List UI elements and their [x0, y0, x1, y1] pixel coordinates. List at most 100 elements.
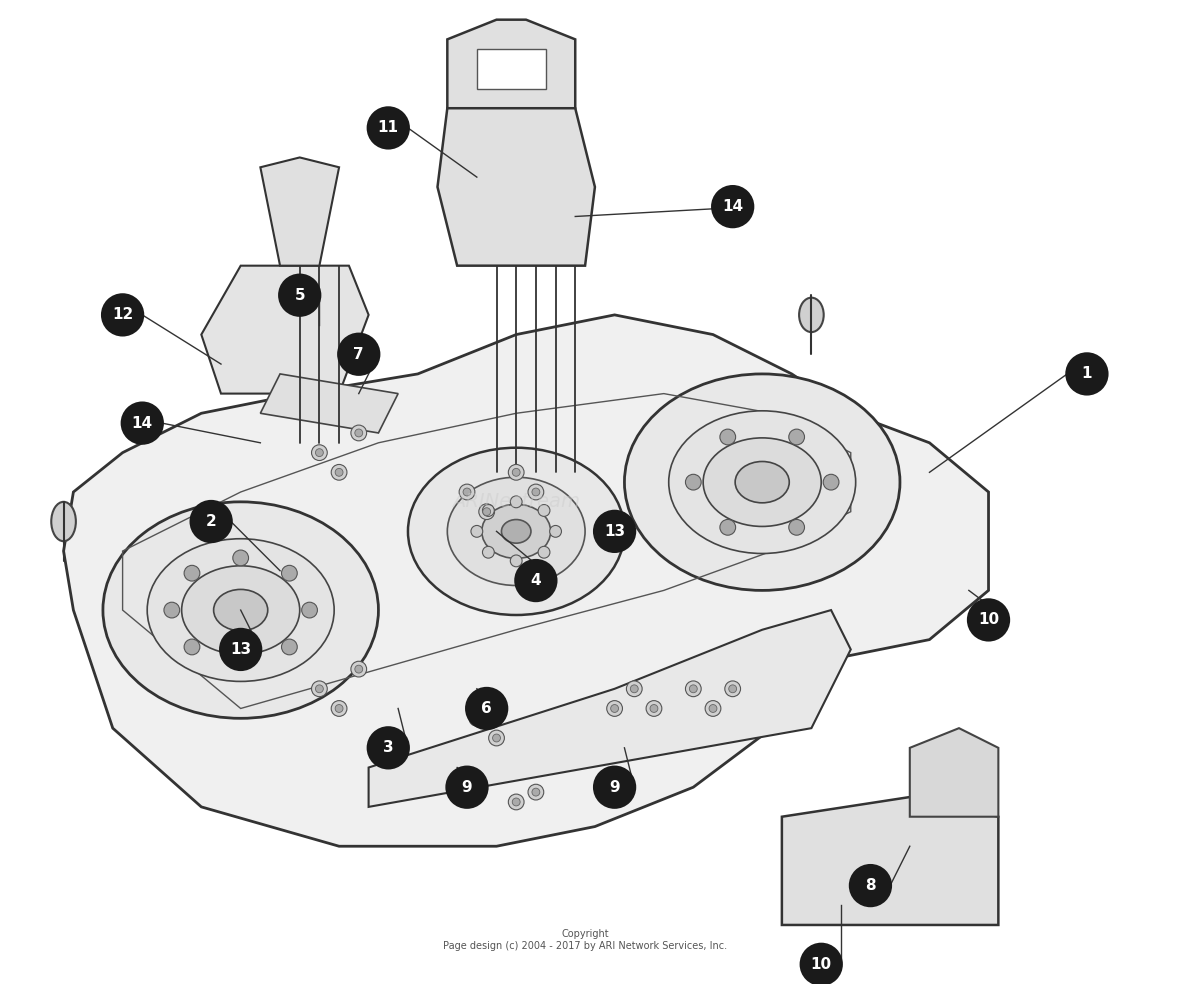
Ellipse shape	[148, 539, 334, 681]
Circle shape	[788, 429, 805, 445]
Circle shape	[312, 445, 327, 461]
Circle shape	[510, 555, 522, 567]
Ellipse shape	[214, 589, 268, 631]
Circle shape	[278, 274, 321, 317]
Circle shape	[611, 705, 618, 712]
Ellipse shape	[735, 461, 789, 503]
Circle shape	[712, 185, 754, 228]
Circle shape	[538, 546, 550, 558]
Circle shape	[527, 484, 544, 500]
Circle shape	[232, 550, 249, 566]
Circle shape	[594, 510, 636, 553]
Text: 10: 10	[811, 956, 832, 972]
Circle shape	[706, 701, 721, 716]
Circle shape	[355, 665, 362, 673]
Text: 6: 6	[481, 701, 492, 716]
Circle shape	[725, 681, 741, 697]
Polygon shape	[202, 266, 368, 394]
Circle shape	[479, 504, 494, 520]
Circle shape	[367, 726, 409, 769]
Circle shape	[514, 559, 557, 602]
Text: 8: 8	[865, 878, 876, 893]
Circle shape	[101, 293, 144, 337]
Circle shape	[729, 685, 736, 693]
Circle shape	[463, 488, 471, 496]
Circle shape	[282, 639, 297, 654]
Circle shape	[465, 687, 509, 730]
Text: Copyright
Page design (c) 2004 - 2017 by ARI Network Services, Inc.: Copyright Page design (c) 2004 - 2017 by…	[442, 929, 727, 951]
Circle shape	[630, 685, 638, 693]
Circle shape	[337, 333, 380, 376]
Circle shape	[184, 639, 199, 654]
Circle shape	[689, 685, 697, 693]
Text: 5: 5	[294, 287, 306, 303]
Circle shape	[607, 701, 623, 716]
Circle shape	[120, 401, 164, 445]
Ellipse shape	[447, 477, 585, 585]
Polygon shape	[64, 315, 989, 846]
Circle shape	[315, 685, 323, 693]
Ellipse shape	[624, 374, 900, 590]
Ellipse shape	[182, 566, 300, 654]
Circle shape	[788, 520, 805, 535]
Circle shape	[848, 864, 892, 907]
Circle shape	[468, 710, 485, 726]
Circle shape	[335, 705, 343, 712]
Ellipse shape	[703, 438, 821, 526]
Text: 2: 2	[205, 514, 217, 529]
Polygon shape	[910, 728, 998, 817]
Circle shape	[647, 701, 662, 716]
Circle shape	[332, 701, 347, 716]
Text: 11: 11	[378, 120, 399, 136]
Circle shape	[445, 766, 489, 809]
Circle shape	[312, 681, 327, 697]
Text: 10: 10	[978, 612, 999, 628]
Polygon shape	[477, 49, 545, 89]
Text: 9: 9	[609, 779, 620, 795]
Circle shape	[302, 602, 317, 618]
Text: 3: 3	[384, 740, 394, 756]
Circle shape	[282, 566, 297, 582]
Ellipse shape	[481, 504, 551, 558]
Circle shape	[509, 464, 524, 480]
Circle shape	[532, 488, 539, 496]
Ellipse shape	[408, 448, 624, 615]
Circle shape	[720, 429, 735, 445]
Circle shape	[538, 505, 550, 517]
Circle shape	[473, 714, 480, 722]
Circle shape	[627, 681, 642, 697]
Circle shape	[532, 788, 539, 796]
Circle shape	[471, 525, 483, 537]
Circle shape	[709, 705, 717, 712]
Circle shape	[720, 520, 735, 535]
Polygon shape	[261, 374, 398, 433]
Text: 4: 4	[531, 573, 542, 588]
Text: 12: 12	[112, 307, 133, 323]
Circle shape	[483, 505, 494, 517]
Ellipse shape	[502, 520, 531, 543]
Circle shape	[315, 449, 323, 457]
Circle shape	[332, 464, 347, 480]
Circle shape	[492, 734, 500, 742]
Circle shape	[686, 681, 701, 697]
Circle shape	[367, 106, 409, 150]
Polygon shape	[447, 20, 575, 108]
Text: ARINestream: ARINestream	[452, 492, 581, 512]
Polygon shape	[261, 157, 339, 266]
Ellipse shape	[51, 502, 76, 541]
Circle shape	[650, 705, 658, 712]
Circle shape	[527, 784, 544, 800]
Circle shape	[512, 468, 520, 476]
Circle shape	[483, 546, 494, 558]
Circle shape	[824, 474, 839, 490]
Circle shape	[184, 566, 199, 582]
Circle shape	[483, 508, 491, 516]
Text: 1: 1	[1082, 366, 1093, 382]
Circle shape	[335, 468, 343, 476]
Text: 13: 13	[604, 523, 625, 539]
Ellipse shape	[103, 502, 379, 718]
Circle shape	[232, 654, 249, 670]
Text: 13: 13	[230, 642, 251, 657]
Circle shape	[459, 484, 474, 500]
Circle shape	[350, 425, 367, 441]
